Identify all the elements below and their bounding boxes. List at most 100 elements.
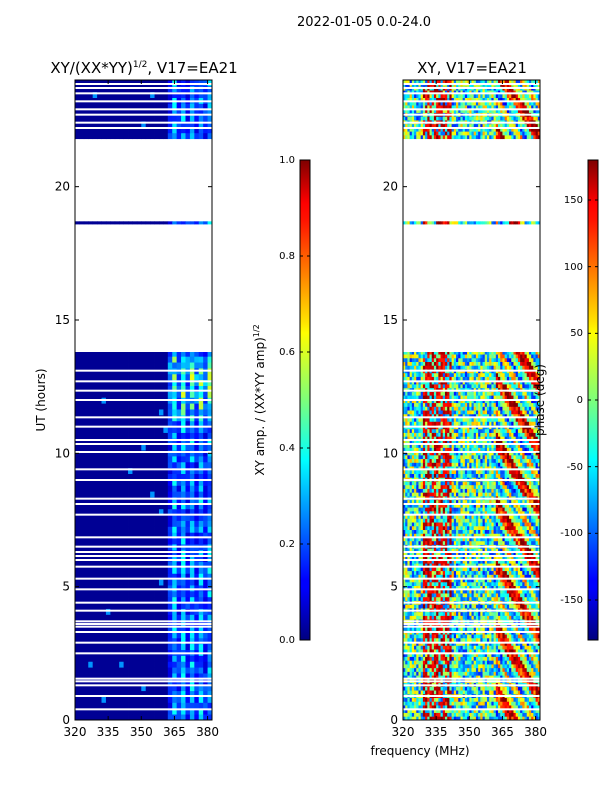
heatmap-cell: [522, 701, 525, 706]
heatmap-cell: [176, 379, 182, 386]
heatmap-cell: [517, 660, 521, 665]
heatmap-cell: [429, 701, 433, 706]
heatmap-cell: [154, 708, 160, 715]
heatmap-cell: [123, 684, 129, 692]
heatmap-cell: [498, 712, 501, 717]
heatmap-cell: [141, 714, 147, 721]
heatmap-cell: [515, 705, 519, 710]
heatmap-cell: [163, 479, 169, 486]
heatmap-cell: [460, 581, 464, 586]
heatmap-cell: [484, 596, 488, 601]
heatmap-cell: [447, 570, 450, 575]
heatmap-cell: [504, 656, 508, 661]
heatmap-cell: [498, 701, 501, 706]
heatmap-cell: [158, 573, 164, 580]
heatmap-cell: [500, 593, 503, 598]
heatmap-cell: [136, 426, 142, 433]
heatmap-cell: [405, 690, 408, 695]
heatmap-cell: [502, 712, 506, 717]
heatmap-cell: [407, 716, 411, 721]
heatmap-cell: [119, 362, 125, 369]
heatmap-cell: [88, 356, 94, 363]
heatmap-cell: [189, 497, 195, 504]
heatmap-cell: [471, 593, 475, 598]
heatmap-cell: [101, 661, 107, 668]
heatmap-cell: [425, 574, 428, 579]
heatmap-cell: [520, 686, 523, 691]
heatmap-cell: [123, 632, 129, 639]
heatmap-cell: [511, 686, 514, 691]
heatmap-cell: [154, 696, 160, 703]
heatmap-cell: [442, 570, 446, 575]
heatmap-cell: [425, 589, 428, 594]
heatmap-cell: [522, 690, 525, 695]
heatmap-cell: [114, 409, 120, 416]
heatmap-cell: [119, 409, 125, 416]
heatmap-cell: [167, 109, 173, 116]
heatmap-cell: [509, 649, 512, 654]
heatmap-cell: [515, 645, 519, 650]
heatmap-cell: [150, 115, 155, 122]
heatmap-cell: [141, 467, 147, 474]
heatmap-cell: [101, 520, 107, 527]
heatmap-cell: [427, 701, 430, 706]
heatmap-cell: [176, 708, 182, 715]
heatmap-cell: [509, 596, 512, 601]
heatmap-cell: [526, 604, 530, 609]
heatmap-cell: [101, 491, 107, 498]
heatmap-cell: [436, 716, 439, 721]
heatmap-cell: [458, 716, 461, 721]
heatmap-cell: [123, 473, 129, 480]
heatmap-cell: [83, 450, 89, 457]
heatmap-cell: [429, 578, 433, 583]
heatmap-cell: [475, 671, 479, 676]
heatmap-cell: [462, 690, 466, 695]
heatmap-cell: [158, 461, 164, 469]
heatmap-cell: [101, 132, 107, 140]
heatmap-cell: [198, 91, 204, 98]
heatmap-cell: [460, 716, 464, 721]
heatmap-cell: [110, 420, 116, 428]
heatmap-cell: [433, 596, 437, 601]
heatmap-cell: [194, 420, 200, 428]
heatmap-cell: [207, 91, 213, 98]
heatmap-cell: [493, 712, 497, 717]
heatmap-cell: [467, 589, 470, 594]
heatmap-cell: [189, 579, 195, 586]
heatmap-cell: [484, 671, 488, 676]
heatmap-cell: [110, 403, 116, 410]
heatmap-cell: [105, 403, 111, 410]
heatmap-cell: [185, 373, 191, 381]
heatmap-cell: [158, 696, 164, 703]
heatmap-cell: [453, 708, 457, 713]
heatmap-cell: [207, 579, 213, 586]
heatmap-cell: [484, 656, 488, 661]
heatmap-cell: [150, 643, 155, 650]
heatmap-cell: [136, 579, 142, 586]
heatmap-cell: [513, 578, 517, 583]
heatmap-cell: [500, 705, 503, 710]
heatmap-cell: [141, 696, 147, 703]
heatmap-cell: [105, 661, 111, 668]
heatmap-cell: [110, 502, 116, 510]
heatmap-cell: [207, 632, 213, 639]
heatmap-cell: [198, 385, 204, 392]
heatmap-cell: [418, 667, 422, 672]
heatmap-cell: [478, 664, 481, 669]
heatmap-cell: [471, 615, 475, 620]
heatmap-cell: [75, 520, 80, 527]
heatmap-cell: [414, 686, 417, 691]
heatmap-cell: [83, 221, 89, 225]
heatmap-cell: [462, 611, 466, 616]
heatmap-cell: [511, 570, 514, 575]
heatmap-cell: [433, 675, 437, 680]
heatmap-cell: [167, 85, 173, 93]
heatmap-cell: [101, 438, 107, 445]
heatmap-cell: [194, 121, 200, 128]
heatmap-cell: [101, 485, 107, 492]
heatmap-cell: [442, 712, 446, 717]
heatmap-cell: [163, 221, 169, 225]
heatmap-cell: [436, 626, 439, 631]
heatmap-cell: [471, 574, 475, 579]
heatmap-cell: [442, 667, 446, 672]
